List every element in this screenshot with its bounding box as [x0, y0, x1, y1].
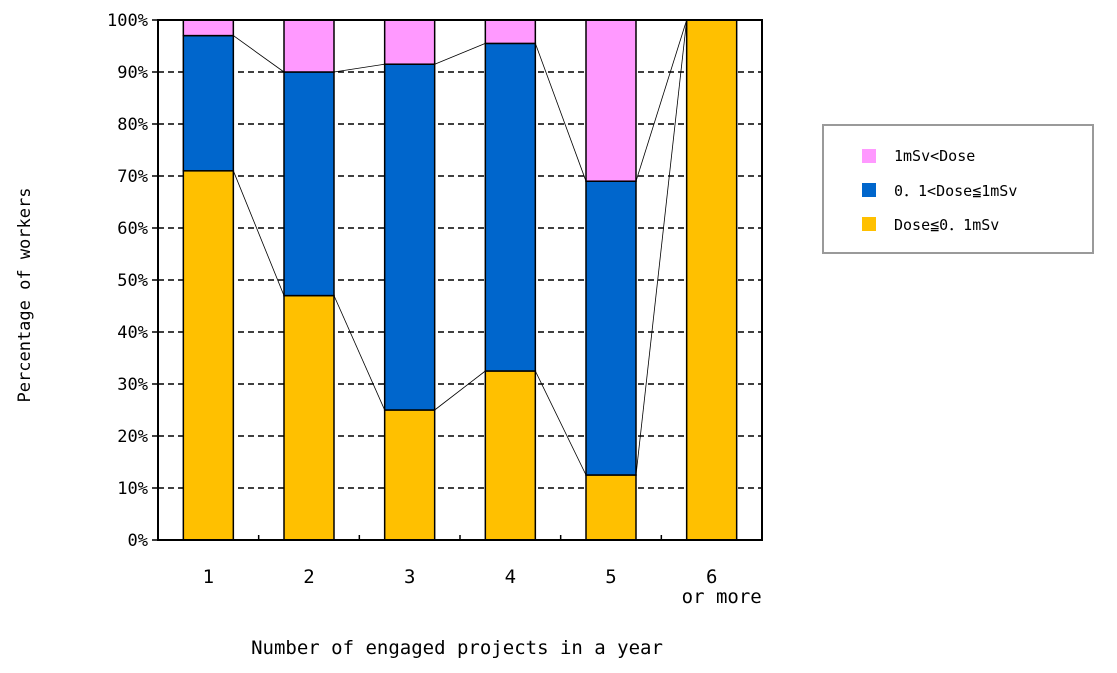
x-tick-label: 5	[605, 566, 616, 588]
bar-segment	[585, 19, 637, 182]
y-tick-label: 30%	[117, 375, 148, 395]
axis-ticks: 0% 10% 20% 30% 40% 50% 60% 70% 80% 90% 100% 1 2 3 4 5 6o…	[107, 11, 762, 608]
legend-swatch-mid-dose	[862, 183, 876, 197]
y-tick-label: 20%	[117, 427, 148, 447]
bar-segment	[182, 170, 235, 541]
bar-segment	[283, 294, 335, 541]
x-tick-label: 4	[505, 566, 516, 588]
series-line	[534, 43, 587, 182]
bar-segment	[383, 409, 436, 541]
grid-lines	[158, 71, 762, 489]
y-tick-label: 0%	[128, 531, 148, 551]
bar-segment	[283, 71, 335, 297]
y-tick-label: 100%	[107, 11, 148, 31]
bar-segment	[283, 19, 335, 73]
series-line	[434, 43, 486, 65]
bar-segment	[484, 370, 537, 541]
y-tick-label: 40%	[117, 323, 148, 343]
bar-segment	[585, 180, 637, 476]
legend-item-low-dose: Dose≦0．1mSv	[862, 214, 999, 234]
bar-segment	[484, 19, 537, 45]
bar-segment	[585, 474, 637, 541]
bar-segment	[182, 34, 235, 172]
legend-label-low-dose: Dose≦0．1mSv	[894, 215, 1000, 234]
y-tick-label: 50%	[117, 271, 148, 291]
legend-label-high-dose: 1mSv<Dose	[894, 147, 976, 165]
bar-segment	[685, 19, 738, 541]
legend: 1mSv<Dose 0．1<Dose≦1mSv Dose≦0．1mSv	[822, 124, 1094, 254]
series-line	[333, 295, 386, 411]
x-tick-label: 6	[706, 566, 717, 588]
series-line	[534, 370, 587, 476]
legend-swatch-high-dose	[862, 149, 876, 163]
y-tick-label: 10%	[117, 479, 148, 499]
x-tick-label: 1	[203, 566, 214, 588]
series-line	[434, 370, 486, 411]
bar-segment	[484, 42, 537, 372]
y-axis-label: Percentage of workers	[15, 188, 35, 403]
x-tick-label: or more	[682, 586, 762, 608]
x-tick-label: 3	[404, 566, 415, 588]
x-tick-label: 2	[303, 566, 314, 588]
y-tick-label: 80%	[117, 115, 148, 135]
legend-swatch-low-dose	[862, 217, 876, 231]
series-line	[635, 19, 688, 182]
x-axis-label: Number of engaged projects in a year	[251, 637, 663, 659]
legend-label-mid-dose: 0．1<Dose≦1mSv	[894, 181, 1018, 200]
bar-segment	[383, 19, 436, 65]
y-tick-label: 60%	[117, 219, 148, 239]
y-tick-label: 70%	[117, 167, 148, 187]
legend-item-mid-dose: 0．1<Dose≦1mSv	[862, 180, 1017, 200]
legend-item-high-dose: 1mSv<Dose	[862, 146, 975, 166]
series-line	[233, 35, 285, 73]
bars	[182, 19, 738, 541]
bar-segment	[182, 19, 235, 37]
series-line	[635, 19, 688, 476]
series-line	[333, 63, 385, 73]
bar-segment	[383, 63, 436, 411]
series-line	[232, 170, 285, 296]
y-tick-label: 90%	[117, 63, 148, 83]
